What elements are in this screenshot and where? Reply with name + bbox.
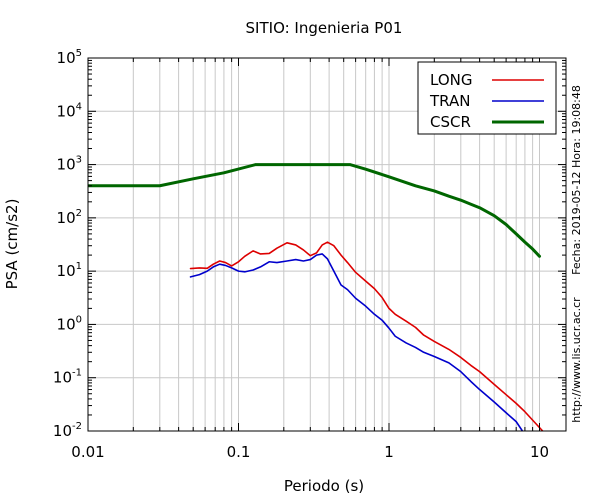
series-line-cscr bbox=[88, 163, 541, 258]
tick-labels: 0.01 0.1 1 10 10-2 10-1 100 101 102 103 104 105 bbox=[53, 48, 549, 461]
y-tick-label: 105 bbox=[57, 48, 82, 67]
y-tick-label: 10-1 bbox=[53, 368, 82, 387]
series-line-long bbox=[189, 241, 544, 431]
x-tick-label: 1 bbox=[384, 443, 394, 461]
legend-label-cscr: CSCR bbox=[430, 113, 471, 131]
y-tick-label: 104 bbox=[57, 101, 82, 120]
date-stamp: Fecha: 2019-05-12 Hora: 19:08:48 bbox=[570, 85, 583, 275]
y-tick-label: 10-2 bbox=[53, 421, 82, 440]
source-url: http://www.lis.ucr.ac.cr bbox=[570, 297, 583, 423]
legend: LONG TRAN CSCR bbox=[417, 61, 557, 135]
chart-title: SITIO: Ingenieria P01 bbox=[246, 19, 403, 37]
series-line-tran bbox=[189, 253, 524, 431]
legend-box bbox=[417, 61, 557, 135]
axis-ticks bbox=[87, 57, 566, 432]
y-tick-label: 102 bbox=[57, 208, 82, 227]
y-tick-label: 100 bbox=[57, 314, 82, 333]
x-tick-label: 10 bbox=[530, 443, 549, 461]
legend-label-long: LONG bbox=[430, 71, 472, 89]
plot-frame bbox=[87, 57, 567, 432]
x-axis-label: Periodo (s) bbox=[284, 477, 364, 495]
x-tick-label: 0.1 bbox=[227, 443, 251, 461]
y-tick-label: 101 bbox=[57, 261, 82, 280]
series-group bbox=[88, 163, 544, 431]
y-axis-label: PSA (cm/s2) bbox=[3, 199, 21, 290]
y-tick-label: 103 bbox=[57, 155, 82, 174]
legend-label-tran: TRAN bbox=[429, 92, 470, 110]
x-tick-label: 0.01 bbox=[71, 443, 104, 461]
